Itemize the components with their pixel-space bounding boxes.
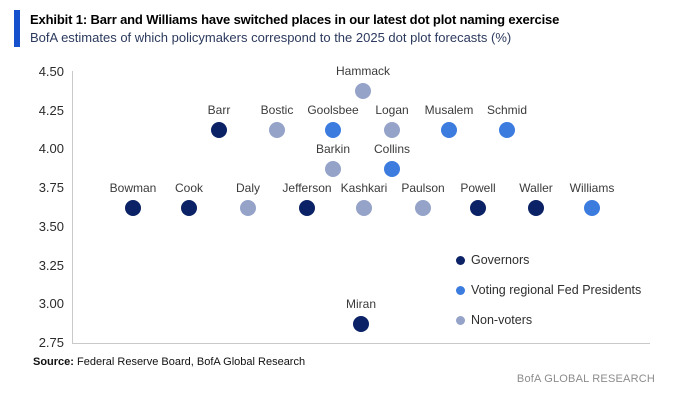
dot-jefferson xyxy=(299,199,315,216)
dot-label-powell: Powell xyxy=(460,180,496,195)
dot-label-barkin: Barkin xyxy=(315,141,351,156)
dot-miran xyxy=(353,315,369,332)
dot-logan xyxy=(384,122,400,139)
dot-label-cook: Cook xyxy=(174,180,204,195)
legend: Governors Voting regional Fed Presidents N… xyxy=(456,252,641,328)
dot-musalem xyxy=(441,122,457,139)
dot-label-goolsbee: Goolsbee xyxy=(307,103,359,118)
y-axis-tick-label: 3.25 xyxy=(38,257,64,273)
dot-paulson xyxy=(415,199,431,216)
exhibit-header: Exhibit 1: Barr and Williams have switch… xyxy=(14,10,559,47)
dot-label-schmid: Schmid xyxy=(486,103,528,118)
dot-bowman xyxy=(125,199,141,216)
dot-label-logan: Logan xyxy=(375,103,409,118)
dot-waller xyxy=(528,199,544,216)
y-axis-tick-label: 4.50 xyxy=(38,64,64,79)
y-axis-tick-label: 3.00 xyxy=(38,296,64,312)
legend-label: Voting regional Fed Presidents xyxy=(471,283,642,297)
dot-barr xyxy=(211,122,227,139)
dot-goolsbee xyxy=(325,122,341,139)
exhibit-subtitle: BofA estimates of which policymakers cor… xyxy=(30,30,512,45)
exhibit-title: Exhibit 1: Barr and Williams have switch… xyxy=(30,12,560,27)
y-axis-tick-label: 3.50 xyxy=(38,218,64,234)
dot-williams xyxy=(584,199,600,216)
source-line: Source: Federal Reserve Board, BofA Glob… xyxy=(33,356,305,368)
source-text: Federal Reserve Board, BofA Global Resea… xyxy=(73,356,306,368)
dot-schmid xyxy=(499,122,515,139)
dot-collins xyxy=(384,160,400,177)
dot-label-jefferson: Jefferson xyxy=(282,180,332,195)
legend-label: Governors xyxy=(471,253,530,267)
legend-dot-icon xyxy=(456,255,465,265)
legend-item-nonvoters: Non-voters xyxy=(456,312,641,328)
legend-item-voting: Voting regional Fed Presidents xyxy=(456,282,641,298)
dot-hammack xyxy=(355,83,371,100)
y-axis-tick-label: 2.75 xyxy=(38,335,64,350)
dot-label-bostic: Bostic xyxy=(260,103,294,118)
y-axis-tick-label: 4.25 xyxy=(38,102,64,118)
legend-dot-icon xyxy=(456,285,465,295)
dot-kashkari xyxy=(356,199,372,216)
y-axis-tick-label: 3.75 xyxy=(38,180,64,196)
x-axis-line xyxy=(72,343,650,344)
dot-cook xyxy=(181,199,197,216)
dot-label-barr: Barr xyxy=(207,103,231,118)
dot-label-kashkari: Kashkari xyxy=(340,180,388,195)
dot-label-musalem: Musalem xyxy=(424,103,474,118)
dot-label-bowman: Bowman xyxy=(109,180,157,195)
y-axis-tick-label: 4.00 xyxy=(38,141,64,157)
source-label: Source: xyxy=(33,356,74,368)
legend-dot-icon xyxy=(456,315,465,325)
dot-label-hammack: Hammack xyxy=(335,64,391,79)
dot-label-daly: Daly xyxy=(235,180,261,195)
dot-bostic xyxy=(269,122,285,139)
dot-label-paulson: Paulson xyxy=(401,180,445,195)
dot-label-collins: Collins xyxy=(373,141,411,156)
dot-label-waller: Waller xyxy=(519,180,553,195)
y-axis-line xyxy=(72,71,73,343)
dot-powell xyxy=(470,199,486,216)
accent-bar xyxy=(14,10,20,47)
dot-daly xyxy=(240,199,256,216)
legend-label: Non-voters xyxy=(471,313,533,327)
brand-text: BofA GLOBAL RESEARCH xyxy=(516,373,655,385)
dot-label-williams: Williams xyxy=(569,180,615,195)
header-text-block: Exhibit 1: Barr and Williams have switch… xyxy=(30,10,559,47)
dot-label-miran: Miran xyxy=(345,296,377,311)
legend-item-governors: Governors xyxy=(456,252,641,268)
dot-barkin xyxy=(325,160,341,177)
